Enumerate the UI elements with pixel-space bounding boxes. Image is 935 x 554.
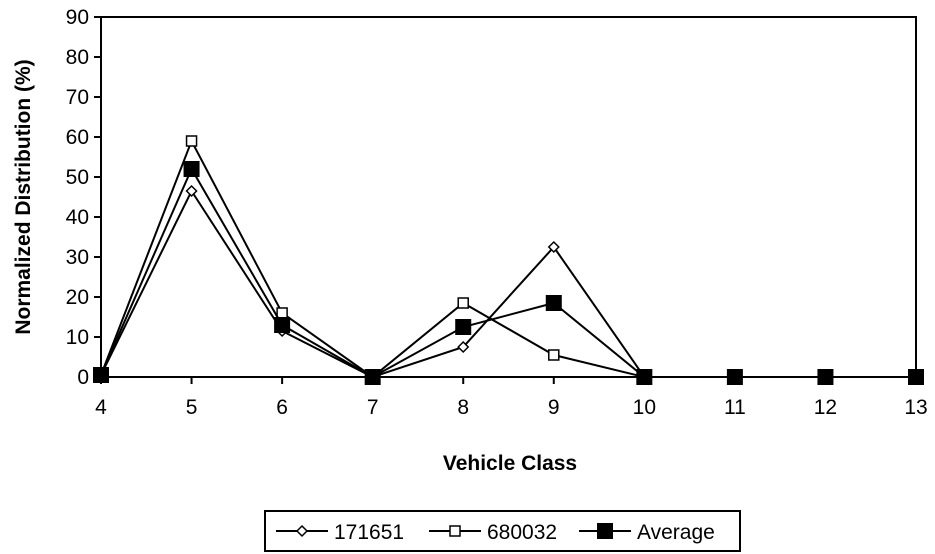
x-tick-label: 12 [814, 396, 837, 419]
data-point [185, 135, 198, 147]
legend-label: Average [637, 521, 715, 544]
data-point [93, 367, 109, 383]
legend-marker [597, 523, 613, 539]
legend-item: 680032 [429, 521, 557, 544]
legend-label: 680032 [487, 521, 557, 544]
x-tick-label: 13 [904, 396, 927, 419]
data-point [908, 369, 924, 385]
y-tick-label: 50 [66, 166, 89, 189]
legend-item: 171651 [276, 521, 404, 544]
x-tick-label: 9 [548, 396, 560, 419]
y-tick-label: 30 [66, 246, 89, 269]
series-line [100, 166, 916, 379]
plot-area-frame [100, 16, 917, 378]
x-tick-label: 4 [95, 396, 107, 419]
data-point [457, 297, 469, 309]
data-point [185, 184, 198, 198]
series-layer [93, 135, 924, 385]
y-tick-label: 70 [66, 86, 89, 109]
legend-label: 171651 [334, 521, 404, 544]
x-tick-label: 8 [457, 396, 469, 419]
data-point [183, 161, 200, 177]
series-line [100, 188, 646, 379]
y-axis-title: Normalized Distribution (%) [12, 59, 35, 334]
y-tick-label: 80 [66, 46, 89, 69]
legend-marker [295, 524, 309, 538]
series-680032 [95, 135, 651, 383]
legend-marker [449, 525, 461, 537]
series-171651 [94, 184, 651, 384]
x-tick-label: 7 [367, 396, 379, 419]
data-point [274, 317, 291, 333]
legend: 171651 680032 Average [276, 521, 715, 544]
x-axis-title: Vehicle Class [443, 452, 577, 475]
y-tick-label: 20 [66, 286, 89, 309]
y-tick-label: 60 [66, 126, 89, 149]
y-tick-label: 40 [66, 206, 89, 229]
series-average [93, 161, 924, 385]
legend-box [264, 510, 741, 552]
x-axis-ticks: 4 5 6 7 8 9 10 11 12 13 [95, 377, 928, 419]
y-tick-label: 0 [77, 366, 89, 389]
data-point [636, 369, 653, 385]
data-point [817, 369, 834, 385]
x-tick-label: 5 [186, 396, 198, 419]
data-point [548, 349, 560, 361]
x-tick-label: 6 [276, 396, 288, 419]
data-point [726, 369, 743, 385]
x-tick-label: 10 [633, 396, 656, 419]
data-point [545, 295, 562, 311]
data-point [455, 319, 472, 335]
y-tick-label: 10 [66, 326, 89, 349]
y-tick-label: 90 [66, 6, 89, 29]
data-point [457, 340, 470, 354]
data-point [276, 307, 288, 319]
y-axis-ticks: 0 10 20 30 40 50 60 70 80 90 [66, 6, 101, 389]
x-tick-label: 11 [724, 396, 746, 419]
legend-item: Average [579, 521, 715, 544]
data-point [547, 240, 560, 254]
data-point [364, 369, 381, 385]
